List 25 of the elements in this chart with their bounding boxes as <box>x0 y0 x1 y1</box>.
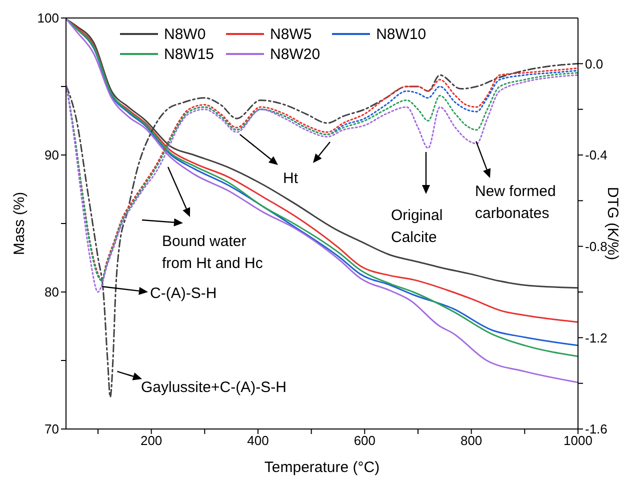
legend-label: N8W10 <box>376 26 426 42</box>
annotation: Bound water from Ht and Hc <box>162 233 264 272</box>
annotation: Gaylussite+C-(A)-S-H <box>141 379 286 396</box>
x-tick-label: 600 <box>354 433 376 448</box>
y2-tick-label: -0.8 <box>585 238 608 254</box>
y2-tick-label: 0.0 <box>585 56 604 72</box>
annotation: Ht <box>283 170 299 187</box>
legend-label: N8W15 <box>164 46 214 62</box>
y-tick-label: 80 <box>44 284 59 300</box>
x-tick-label: 800 <box>460 433 482 448</box>
y2-tick-label: -0.4 <box>585 148 608 163</box>
y-tick-label: 70 <box>44 422 59 437</box>
legend-label: N8W5 <box>270 26 312 42</box>
annotation: New formed carbonates <box>475 183 556 222</box>
y-axis-title: Mass (%) <box>11 192 28 256</box>
legend-label: N8W0 <box>164 26 206 42</box>
y-tick-label: 100 <box>37 10 59 26</box>
x-tick-label: 400 <box>247 433 269 448</box>
x-axis-title: Temperature (°C) <box>264 459 380 476</box>
legend-label: N8W20 <box>270 46 320 62</box>
y2-tick-label: -1.2 <box>585 330 608 346</box>
annotation: Original Calcite <box>391 207 443 246</box>
annotation: C-(A)-S-H <box>150 285 217 302</box>
y-tick-label: 90 <box>44 148 59 163</box>
x-tick-label: 200 <box>140 433 162 448</box>
